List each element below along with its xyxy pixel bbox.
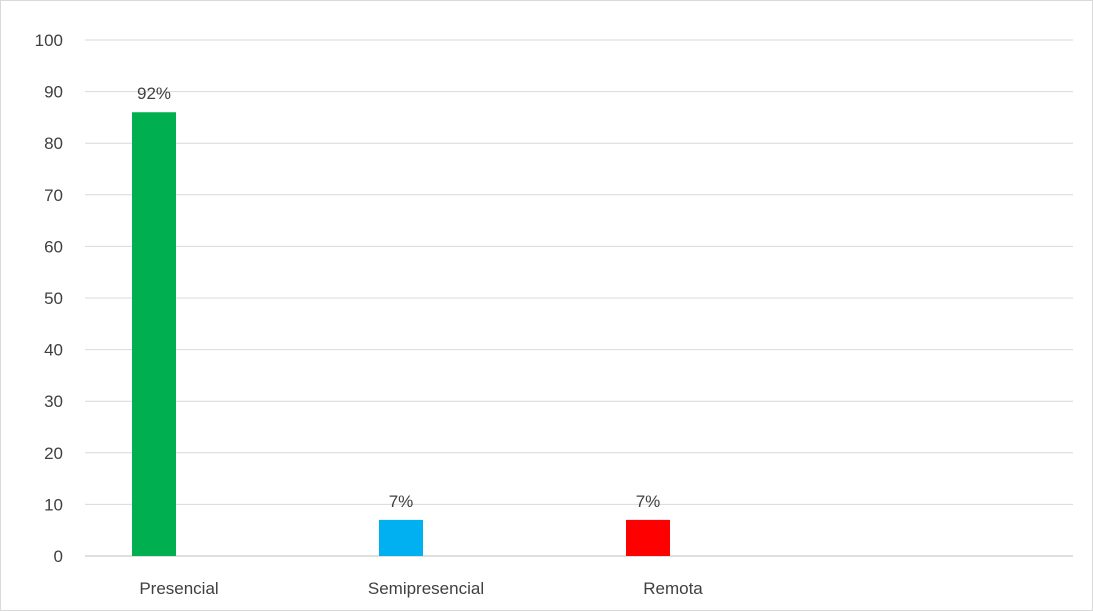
- y-tick-label: 100: [35, 31, 63, 50]
- y-tick-label: 90: [44, 83, 63, 102]
- y-axis-ticks: 0 10 20 30 40 50 60 70 80 90 100: [35, 31, 63, 566]
- bar-presencial: [132, 112, 176, 557]
- bar-remota: [626, 519, 670, 556]
- x-axis-categories: Presencial Semipresencial Remota: [139, 579, 703, 598]
- y-tick-label: 50: [44, 289, 63, 308]
- y-tick-label: 10: [44, 495, 63, 514]
- y-tick-label: 80: [44, 134, 63, 153]
- bars: [132, 112, 670, 557]
- y-tick-label: 40: [44, 341, 63, 360]
- bar-semipresencial: [379, 519, 423, 556]
- y-tick-label: 60: [44, 237, 63, 256]
- data-label: 7%: [636, 492, 661, 511]
- data-labels: 92% 7% 7%: [137, 84, 660, 511]
- y-tick-label: 20: [44, 444, 63, 463]
- y-tick-label: 30: [44, 392, 63, 411]
- x-category-label: Remota: [643, 579, 703, 598]
- y-tick-label: 70: [44, 186, 63, 205]
- data-label: 7%: [389, 492, 414, 511]
- x-category-label: Presencial: [139, 579, 218, 598]
- x-category-label: Semipresencial: [368, 579, 484, 598]
- gridlines: [85, 39, 1073, 557]
- y-tick-label: 0: [54, 547, 63, 566]
- data-label: 92%: [137, 84, 171, 103]
